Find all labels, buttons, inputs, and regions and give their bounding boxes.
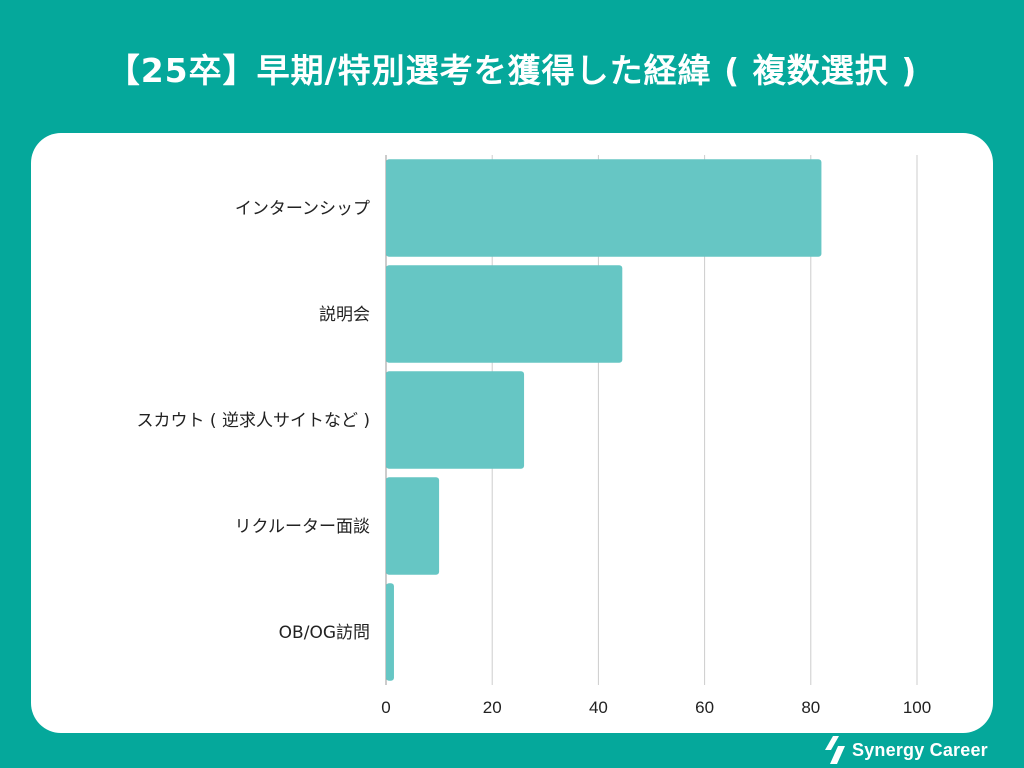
category-label: OB/OG訪問 <box>279 623 370 643</box>
synergy-logo-icon <box>825 736 845 764</box>
bars <box>386 159 822 681</box>
bar <box>386 477 440 575</box>
category-label: インターンシップ <box>235 199 370 219</box>
category-label: リクルーター面談 <box>235 517 371 537</box>
brand-logo: Synergy Career <box>824 736 988 764</box>
x-tick-label: 80 <box>801 698 820 717</box>
brand-name: Synergy Career <box>852 739 988 760</box>
x-tick-label: 0 <box>381 698 390 717</box>
x-tick-label: 60 <box>695 698 714 717</box>
chart-title: 【25卒】早期/特別選考を獲得した経緯 ( 複数選択 ) <box>106 51 918 90</box>
x-tick-label: 40 <box>589 698 608 717</box>
category-label: 説明会 <box>319 305 370 325</box>
x-tick-labels: 0 20 40 60 80 100 <box>381 698 931 717</box>
bar <box>386 265 623 363</box>
chart-card: インターンシップ説明会スカウト ( 逆求人サイトなど ) リクルーター面談 OB/O… <box>31 133 993 733</box>
bar <box>386 583 394 681</box>
bar <box>386 159 822 257</box>
x-tick-label: 20 <box>483 698 502 717</box>
bar <box>386 371 525 469</box>
x-tick-label: 100 <box>903 698 931 717</box>
category-label: スカウト ( 逆求人サイトなど ) <box>137 411 370 431</box>
